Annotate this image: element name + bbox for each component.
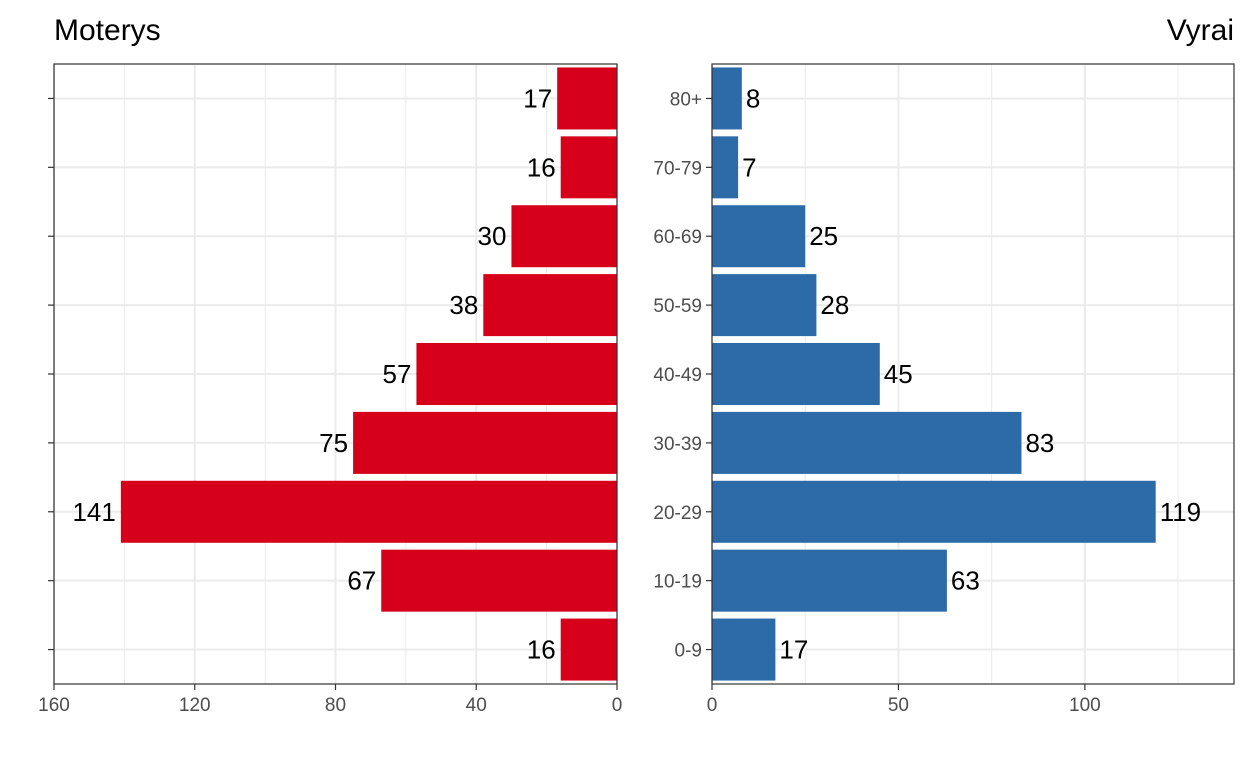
category-label-20-29: 20-29	[653, 503, 702, 524]
bar-40-49	[416, 343, 617, 405]
right-panel: 17 63 119 83 45 28 25 7 8 0 50 100 0-9 10-19 20-29 30-3…	[653, 63, 1235, 716]
x-tick-label: 0	[612, 695, 623, 716]
x-tick-label: 80	[325, 695, 346, 716]
left-panel-title: Moterys	[54, 14, 161, 47]
bar-60-69	[511, 205, 617, 268]
data-label-70-79: 7	[742, 152, 756, 182]
bar-70-79	[560, 136, 617, 199]
data-label-30-39: 75	[319, 428, 348, 458]
category-label-30-39: 30-39	[653, 434, 702, 455]
data-label-80+: 8	[746, 83, 760, 113]
data-label-10-19: 63	[951, 566, 980, 596]
data-label-30-39: 83	[1025, 428, 1054, 458]
bar-0-9	[560, 618, 617, 681]
x-tick-label: 50	[888, 695, 909, 716]
data-label-20-29: 119	[1160, 497, 1201, 527]
left-panel: 16 67 141 75 57 38 30 16 17 160 120 80 40 0	[38, 63, 623, 716]
data-label-50-59: 38	[449, 290, 478, 320]
data-label-40-49: 45	[884, 359, 913, 389]
data-label-50-59: 28	[820, 290, 849, 320]
data-label-60-69: 25	[809, 221, 838, 251]
bar-30-39	[712, 411, 1022, 474]
data-label-10-19: 67	[347, 566, 376, 596]
category-label-50-59: 50-59	[653, 296, 702, 317]
bar-60-69	[712, 205, 806, 268]
data-label-40-49: 57	[383, 359, 412, 389]
category-label-70-79: 70-79	[653, 158, 702, 179]
x-tick-label: 100	[1069, 695, 1101, 716]
data-label-70-79: 16	[527, 152, 556, 182]
bar-0-9	[712, 618, 776, 681]
data-label-80+: 17	[523, 83, 552, 113]
x-tick-label: 160	[38, 695, 70, 716]
data-label-60-69: 30	[478, 221, 507, 251]
category-label-40-49: 40-49	[653, 365, 702, 386]
x-tick-label: 120	[179, 695, 211, 716]
right-panel-title: Vyrai	[1167, 14, 1234, 47]
category-label-80+: 80+	[670, 89, 702, 110]
bar-20-29	[712, 480, 1156, 543]
category-label-60-69: 60-69	[653, 227, 702, 248]
bar-10-19	[381, 549, 617, 612]
data-label-20-29: 141	[72, 497, 115, 527]
bar-50-59	[712, 274, 817, 337]
bar-30-39	[353, 411, 617, 474]
x-tick-label: 40	[466, 695, 487, 716]
data-label-0-9: 16	[527, 635, 556, 665]
data-label-0-9: 17	[779, 635, 808, 665]
bar-50-59	[483, 274, 617, 337]
bar-40-49	[712, 343, 880, 405]
bar-80+	[557, 67, 617, 130]
x-tick-label: 0	[707, 695, 718, 716]
category-label-10-19: 10-19	[653, 572, 702, 593]
category-label-0-9: 0-9	[675, 641, 702, 662]
bar-80+	[712, 67, 742, 130]
bar-20-29	[120, 480, 617, 543]
bar-70-79	[712, 136, 739, 199]
bar-10-19	[712, 549, 947, 612]
